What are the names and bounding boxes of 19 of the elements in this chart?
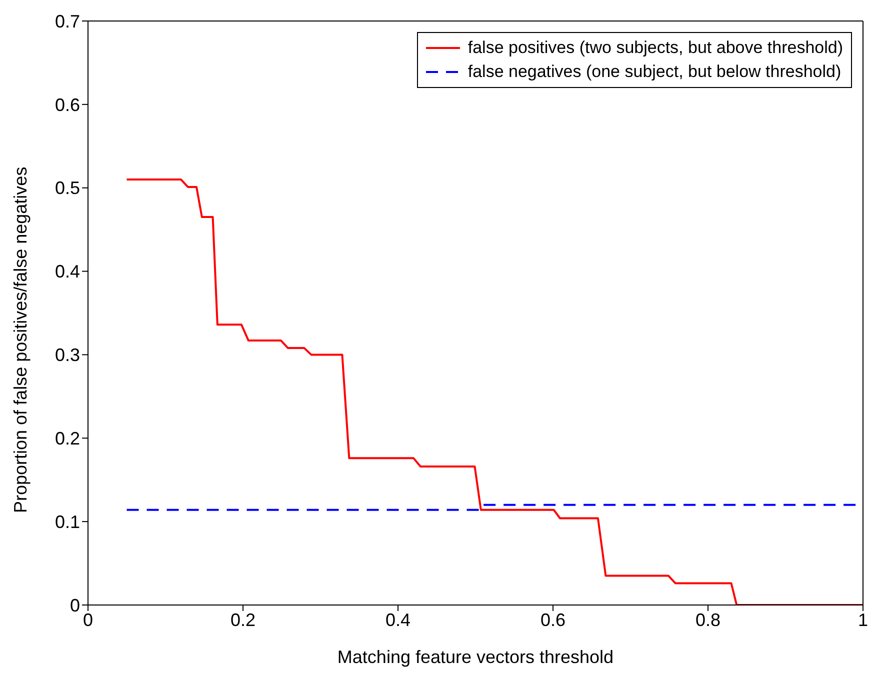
y-tick-label: 0.5 — [54, 178, 80, 198]
x-tick-label: 0.6 — [540, 610, 566, 630]
legend-label: false negatives (one subject, but below threshold) — [468, 61, 842, 83]
y-tick-label: 0.3 — [54, 345, 80, 366]
x-tick-label: 0 — [82, 610, 94, 630]
x-tick-label: 0.4 — [385, 610, 411, 630]
y-tick-label: 0.7 — [54, 11, 80, 32]
x-tick-label: 1 — [858, 610, 868, 630]
y-tick-label: 0.4 — [54, 262, 80, 282]
y-tick-label: 0.2 — [54, 428, 80, 449]
x-tick-label: 0.8 — [695, 610, 721, 630]
line-series — [126, 178, 863, 605]
y-tick-label: 0.1 — [54, 512, 80, 532]
legend-label: false positives (two subjects, but above threshold) — [468, 37, 843, 59]
y-axis-title: Proportion of false positives/false negatives — [10, 166, 30, 513]
x-tick-label: 0.2 — [230, 610, 256, 630]
x-axis-title: Matching feature vectors threshold — [337, 647, 614, 667]
y-tick-label: 0.6 — [54, 94, 80, 115]
y-tick-label: 0 — [70, 595, 80, 616]
